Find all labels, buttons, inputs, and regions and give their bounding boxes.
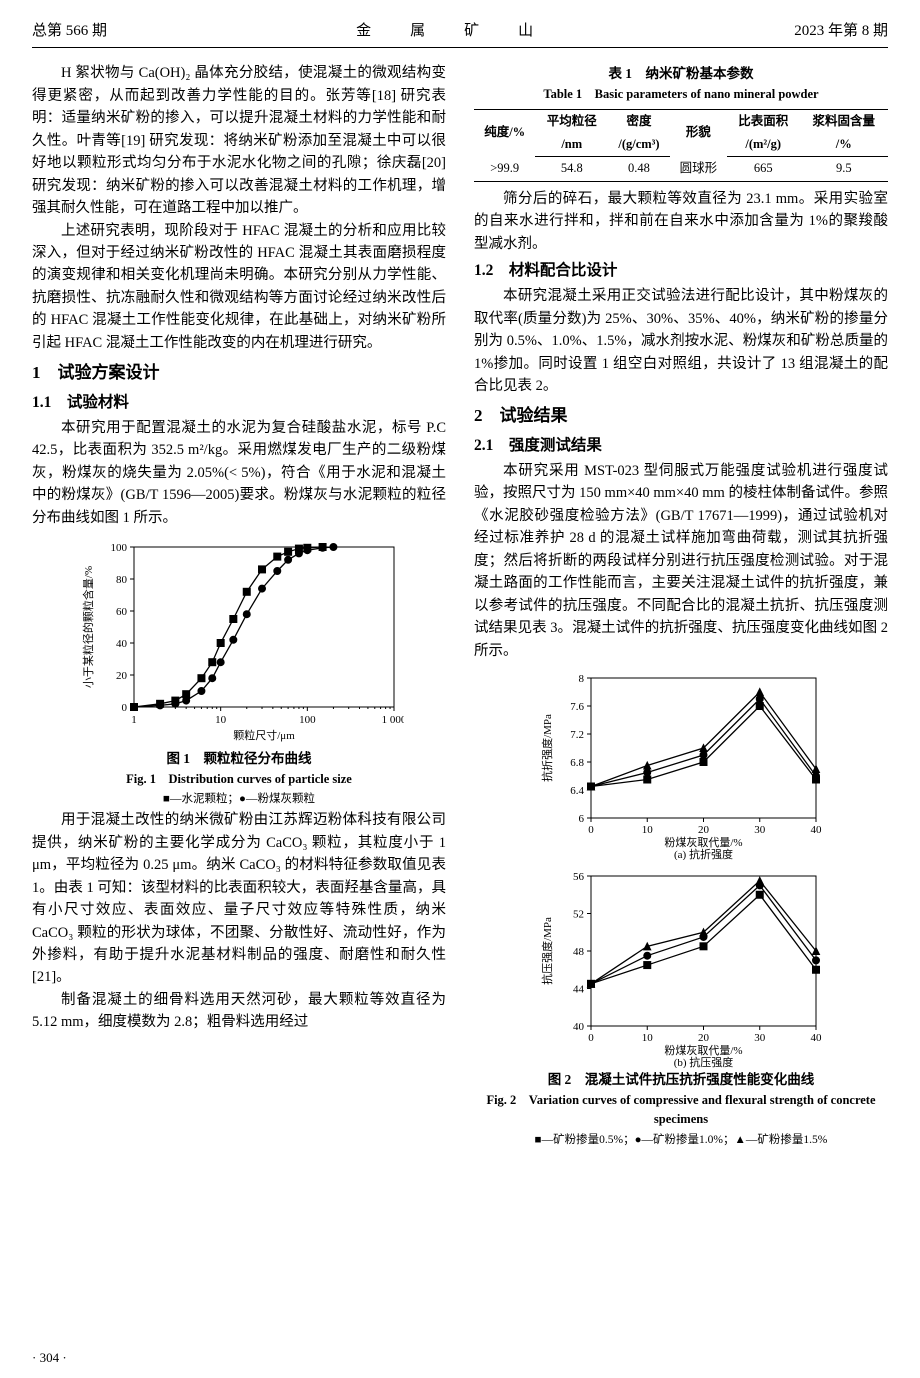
svg-text:60: 60 (116, 606, 128, 618)
table-cell: 9.5 (800, 157, 888, 181)
paragraph: 本研究混凝土采用正交试验法进行配比设计，其中粉煤灰的取代率(质量分数)为 25%… (474, 285, 888, 397)
table-header: 浆料固含量 (800, 109, 888, 133)
header-left: 总第 566 期 (32, 20, 107, 43)
table-header: 比表面积 (727, 109, 800, 133)
svg-text:(b) 抗压强度: (b) 抗压强度 (674, 1055, 734, 1068)
figure-2-caption-en: Fig. 2 Variation curves of compressive a… (474, 1091, 888, 1130)
table-cell: 0.48 (608, 157, 670, 181)
figure-2a-chart: 6 6.4 6.8 7.2 7.6 8 0 10 20 30 40 粉煤灰取代量/%(a) 抗折强度 抗… (531, 670, 831, 860)
paragraph: 用于混凝土改性的纳米微矿粉由江苏辉迈粉体科技有限公司提供，纳米矿粉的主要化学成分… (32, 809, 446, 989)
svg-text:20: 20 (698, 824, 710, 836)
left-column: H 絮状物与 Ca(OH)₂ 晶体充分胶结，使混凝土的微观结构变得更紧密，从而起… (32, 62, 446, 1149)
paragraph: 本研究用于配置混凝土的水泥为复合硅酸盐水泥，标号 P.C 42.5，比表面积为 … (32, 417, 446, 529)
svg-text:粉煤灰取代量/%: 粉煤灰取代量/% (664, 1043, 742, 1057)
table-cell: 圆球形 (670, 157, 727, 181)
page-number: · 304 · (32, 1348, 67, 1368)
svg-text:小于某粒径的颗粒含量/%: 小于某粒径的颗粒含量/% (81, 566, 95, 688)
figure-1-caption-en: Fig. 1 Distribution curves of particle s… (32, 770, 446, 789)
svg-text:30: 30 (754, 1032, 766, 1044)
svg-text:抗折强度/MPa: 抗折强度/MPa (540, 714, 554, 782)
svg-text:52: 52 (573, 909, 584, 921)
table-header: /nm (535, 133, 608, 157)
svg-text:0: 0 (122, 702, 128, 714)
svg-text:100: 100 (299, 714, 316, 726)
svg-text:0: 0 (588, 824, 594, 836)
page-header: 总第 566 期 金 属 矿 山 2023 年第 8 期 (32, 20, 888, 48)
svg-text:7.6: 7.6 (570, 701, 584, 713)
svg-text:粉煤灰取代量/%: 粉煤灰取代量/% (664, 835, 742, 849)
svg-text:100: 100 (111, 542, 128, 554)
table-1-caption-en: Table 1 Basic parameters of nano mineral… (474, 85, 888, 104)
table-row: >99.9 54.8 0.48 圆球形 665 9.5 (474, 157, 888, 181)
svg-text:1: 1 (131, 714, 137, 726)
svg-text:10: 10 (642, 824, 654, 836)
paragraph: 制备混凝土的细骨料选用天然河砂，最大颗粒等效直径为 5.12 mm，细度模数为 … (32, 989, 446, 1034)
svg-text:40: 40 (811, 824, 823, 836)
svg-text:7.2: 7.2 (570, 729, 584, 741)
section-heading: 1 试验方案设计 (32, 360, 446, 386)
figure-2b-chart: 40 44 48 52 56 0 10 20 30 40 粉煤灰取代量/%(b) 抗压强度 抗压强度/… (531, 868, 831, 1068)
table-header: 平均粒径 (535, 109, 608, 133)
figure-2-caption-zh: 图 2 混凝土试件抗压抗折强度性能变化曲线 (474, 1070, 888, 1091)
svg-text:10: 10 (642, 1032, 654, 1044)
svg-text:抗压强度/MPa: 抗压强度/MPa (540, 917, 554, 985)
svg-text:(a) 抗折强度: (a) 抗折强度 (674, 847, 733, 860)
section-heading: 2 试验结果 (474, 403, 888, 429)
table-header: /(m²/g) (727, 133, 800, 157)
header-right: 2023 年第 8 期 (794, 20, 888, 43)
svg-text:1 000: 1 000 (382, 714, 404, 726)
paragraph: 上述研究表明，现阶段对于 HFAC 混凝土的分析和应用比较深入，但对于经过纳米矿… (32, 220, 446, 355)
figure-1-chart: 0 20 40 60 80 100 1 10 100 1 000 颗粒尺寸/μm 小于某粒径的颗粒含量… (74, 537, 404, 747)
svg-text:10: 10 (215, 714, 227, 726)
paragraph: 筛分后的碎石，最大颗粒等效直径为 23.1 mm。采用实验室的自来水进行拌和，拌… (474, 188, 888, 255)
table-header: 纯度/% (474, 109, 535, 157)
svg-text:20: 20 (116, 670, 128, 682)
svg-text:6.8: 6.8 (570, 757, 584, 769)
svg-text:20: 20 (698, 1032, 710, 1044)
figure-2-legend: ■—矿粉掺量0.5%；●—矿粉掺量1.0%；▲—矿粉掺量1.5% (474, 1132, 888, 1150)
table-1-caption-zh: 表 1 纳米矿粉基本参数 (474, 64, 888, 85)
svg-text:48: 48 (573, 946, 585, 958)
svg-text:6.4: 6.4 (570, 785, 584, 797)
figure-1-legend: ■—水泥颗粒；●—粉煤灰颗粒 (32, 791, 446, 809)
svg-text:40: 40 (811, 1032, 823, 1044)
table-cell: 54.8 (535, 157, 608, 181)
table-header: 形貌 (670, 109, 727, 157)
subsection-heading: 1.2 材料配合比设计 (474, 259, 888, 283)
svg-text:8: 8 (579, 673, 585, 685)
figure-1-caption-zh: 图 1 颗粒粒径分布曲线 (32, 749, 446, 770)
svg-text:6: 6 (579, 813, 585, 825)
svg-text:40: 40 (116, 638, 128, 650)
paragraph: 本研究采用 MST-023 型伺服式万能强度试验机进行强度试验，按照尺寸为 15… (474, 460, 888, 662)
svg-text:44: 44 (573, 984, 585, 996)
subsection-heading: 2.1 强度测试结果 (474, 434, 888, 458)
svg-text:颗粒尺寸/μm: 颗粒尺寸/μm (233, 728, 295, 742)
svg-text:56: 56 (573, 871, 585, 883)
header-center: 金 属 矿 山 (356, 20, 545, 43)
svg-text:40: 40 (573, 1021, 585, 1033)
svg-text:30: 30 (754, 824, 766, 836)
right-column: 表 1 纳米矿粉基本参数 Table 1 Basic parameters of… (474, 62, 888, 1149)
table-1: 纯度/% 平均粒径 密度 形貌 比表面积 浆料固含量 /nm /(g/cm³) … (474, 109, 888, 182)
table-header: /(g/cm³) (608, 133, 670, 157)
paragraph: H 絮状物与 Ca(OH)₂ 晶体充分胶结，使混凝土的微观结构变得更紧密，从而起… (32, 62, 446, 219)
table-cell: >99.9 (474, 157, 535, 181)
table-header: /% (800, 133, 888, 157)
subsection-heading: 1.1 试验材料 (32, 391, 446, 415)
table-cell: 665 (727, 157, 800, 181)
table-header: 密度 (608, 109, 670, 133)
svg-text:80: 80 (116, 574, 128, 586)
svg-text:0: 0 (588, 1032, 594, 1044)
